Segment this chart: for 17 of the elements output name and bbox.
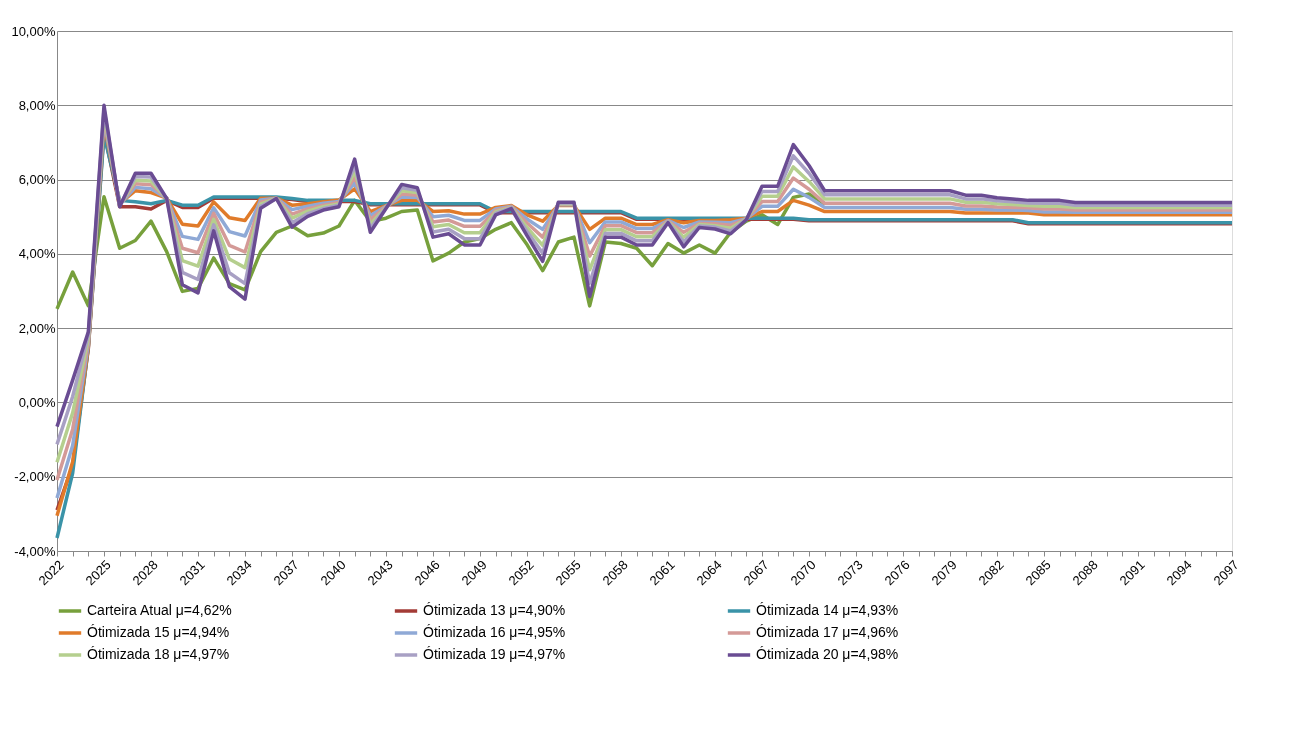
- legend-label: Ótimizada 16 μ=4,95%: [423, 624, 566, 640]
- y-tick-label: 10,00%: [11, 23, 56, 39]
- legend-label: Carteira Atual μ=4,62%: [87, 602, 232, 618]
- legend-label: Ótimizada 17 μ=4,96%: [756, 624, 899, 640]
- y-tick-label: 0,00%: [18, 394, 56, 410]
- y-tick-label: 6,00%: [18, 172, 56, 188]
- legend-label: Ótimizada 19 μ=4,97%: [423, 646, 566, 662]
- legend-label: Ótimizada 13 μ=4,90%: [423, 602, 566, 618]
- y-tick-label: 8,00%: [18, 97, 56, 113]
- legend-label: Ótimizada 20 μ=4,98%: [756, 646, 899, 662]
- legend-label: Ótimizada 14 μ=4,93%: [756, 602, 899, 618]
- y-tick-label: 2,00%: [18, 320, 56, 336]
- legend-label: Ótimizada 15 μ=4,94%: [87, 624, 230, 640]
- y-tick-label: -4,00%: [14, 543, 56, 559]
- y-tick-label: 4,00%: [18, 246, 56, 262]
- legend-label: Ótimizada 18 μ=4,97%: [87, 646, 230, 662]
- y-tick-label: -2,00%: [14, 469, 56, 485]
